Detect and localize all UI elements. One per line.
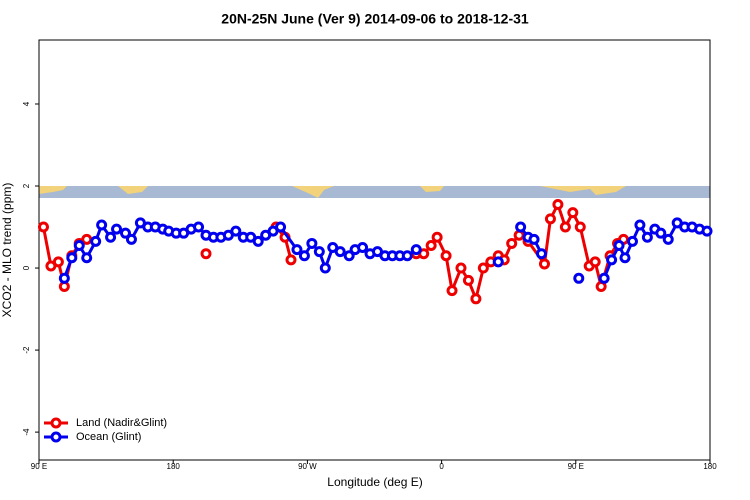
data-point [230,225,242,237]
y-tick-label: -2 [22,346,31,354]
data-point [73,239,85,251]
y-tick-label: 4 [22,101,31,106]
legend-label: Land (Nadir&Glint) [76,417,167,429]
data-point [401,250,413,262]
data-point [606,254,618,266]
data-point [410,244,422,256]
data-point [334,246,346,258]
data-point [528,233,540,245]
legend-label: Ocean (Glint) [76,431,141,443]
data-point [573,272,585,284]
data-point [252,235,264,247]
data-point [90,235,102,247]
data-point [319,262,331,274]
data-point [105,231,117,243]
data-point [440,250,452,262]
data-point [111,223,123,235]
data-point [619,252,631,264]
y-axis-label: XCO2 - MLO trend (ppm) [0,183,14,318]
data-point [37,221,49,233]
data-point [567,207,579,219]
y-tick-label: 0 [22,265,31,270]
plot-frame [38,39,711,461]
data-point [477,262,489,274]
chart-title: 20N-25N June (Ver 9) 2014-09-06 to 2018-… [221,11,529,27]
x-tick-label: 180 [703,462,717,471]
data-point [589,256,601,268]
data-point [574,221,586,233]
data-point [96,219,108,231]
data-point [515,221,527,233]
data-point [81,233,93,245]
data-point [701,225,713,237]
data-point [446,285,458,297]
data-point [662,233,674,245]
data-point [81,252,93,264]
data-point [455,262,467,274]
data-point [291,244,303,256]
x-tick-label: 0 [439,462,444,471]
data-point [536,248,548,260]
x-tick-label: 90 E [31,462,47,471]
data-point [200,248,212,260]
data-point [58,272,70,284]
data-point [425,239,437,251]
data-point [431,231,443,243]
legend-marker [50,417,62,429]
x-tick-label: 90 W [298,462,317,471]
data-point [125,233,137,245]
data-point [538,258,550,270]
data-point [655,227,667,239]
legend-marker [50,431,62,443]
data-point [513,229,525,241]
data-point [313,246,325,258]
x-tick-label: 90 E [568,462,584,471]
data-point [275,221,287,233]
data-point [462,274,474,286]
data-point [634,219,646,231]
data-point [357,242,369,254]
data-point [343,250,355,262]
data-point [285,254,297,266]
data-point [306,237,318,249]
data-point [193,221,205,233]
x-axis-label: Longitude (deg E) [327,475,422,489]
data-point [119,227,131,239]
data-point [626,235,638,247]
map-strip [39,186,710,198]
data-point [552,198,564,210]
y-tick-label: -4 [22,428,31,436]
data-point [544,213,556,225]
data-point [492,256,504,268]
data-point [66,252,78,264]
data-point [559,221,571,233]
y-tick-label: 2 [22,183,31,188]
data-point [470,293,482,305]
data-point [641,231,653,243]
x-tick-label: 180 [167,462,181,471]
data-point [52,256,64,268]
data-point [598,272,610,284]
data-point [613,239,625,251]
data-point [506,237,518,249]
data-point [298,250,310,262]
